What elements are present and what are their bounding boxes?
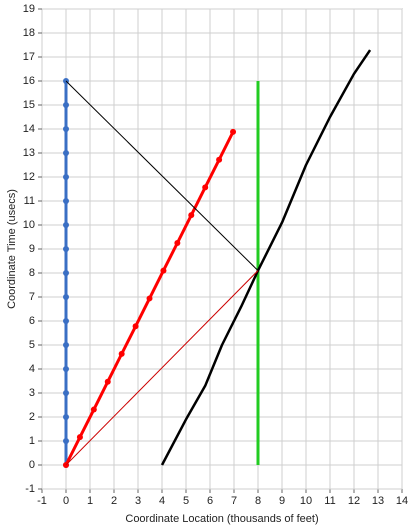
y-tick-label: 10 <box>23 219 35 231</box>
data-point <box>63 198 69 204</box>
data-point <box>63 366 69 372</box>
y-tick-label: 1 <box>29 435 35 447</box>
x-tick-label: 13 <box>372 495 384 507</box>
data-point <box>63 222 69 228</box>
y-tick-label: 0 <box>29 459 35 471</box>
x-tick-label: 6 <box>207 495 213 507</box>
y-tick-label: 2 <box>29 411 35 423</box>
data-point <box>160 267 167 274</box>
x-tick-label: 2 <box>111 495 117 507</box>
x-tick-label: 8 <box>255 495 261 507</box>
y-tick-label: 4 <box>29 363 35 375</box>
x-tick-label: 4 <box>159 495 165 507</box>
data-point <box>216 156 223 163</box>
x-tick-label: 3 <box>135 495 141 507</box>
data-point <box>90 406 97 413</box>
data-point <box>76 434 83 441</box>
data-point <box>63 174 69 180</box>
y-tick-label: 3 <box>29 387 35 399</box>
x-tick-label: 7 <box>231 495 237 507</box>
y-tick-label: 16 <box>23 75 35 87</box>
data-point <box>63 246 69 252</box>
x-tick-label: 12 <box>348 495 360 507</box>
x-tick-label: -1 <box>37 495 47 507</box>
data-point <box>230 128 237 135</box>
data-point <box>63 126 69 132</box>
y-tick-label: 13 <box>23 147 35 159</box>
data-point <box>63 438 69 444</box>
data-point <box>63 270 69 276</box>
y-tick-label: 6 <box>29 315 35 327</box>
data-point <box>174 240 181 246</box>
y-tick-label: 9 <box>29 243 35 255</box>
y-tick-label: 18 <box>23 27 35 39</box>
data-point <box>63 318 69 324</box>
data-point <box>63 102 69 108</box>
data-point <box>63 150 69 156</box>
y-tick-label: 12 <box>23 171 35 183</box>
x-tick-label: 1 <box>87 495 93 507</box>
y-tick-label: 15 <box>23 99 35 111</box>
data-point <box>132 323 139 330</box>
x-tick-label: 5 <box>183 495 189 507</box>
data-point <box>63 342 69 348</box>
y-tick-label: -1 <box>25 483 35 495</box>
data-point <box>63 294 69 300</box>
y-tick-label: 8 <box>29 267 35 279</box>
y-tick-label: 5 <box>29 339 35 351</box>
series-line <box>65 270 259 466</box>
x-tick-label: 14 <box>396 495 408 507</box>
data-point <box>63 390 69 396</box>
data-point <box>188 212 195 219</box>
x-tick-label: 11 <box>324 495 335 507</box>
data-point <box>146 295 153 302</box>
y-tick-label: 19 <box>23 3 35 15</box>
y-axis-title: Coordinate Time (usecs) <box>6 189 18 309</box>
y-tick-label: 14 <box>23 123 35 135</box>
y-tick-label: 7 <box>29 291 35 303</box>
data-point <box>118 350 125 357</box>
x-tick-label: 9 <box>279 495 285 507</box>
data-point <box>104 378 111 385</box>
data-point <box>202 184 209 191</box>
x-tick-label: 10 <box>300 495 312 507</box>
y-tick-label: 17 <box>23 51 35 63</box>
x-axis-title: Coordinate Location (thousands of feet) <box>125 513 318 525</box>
series-line <box>65 80 259 271</box>
y-tick-label: 11 <box>24 195 35 207</box>
x-tick-label: 0 <box>63 495 69 507</box>
data-point <box>63 414 69 420</box>
